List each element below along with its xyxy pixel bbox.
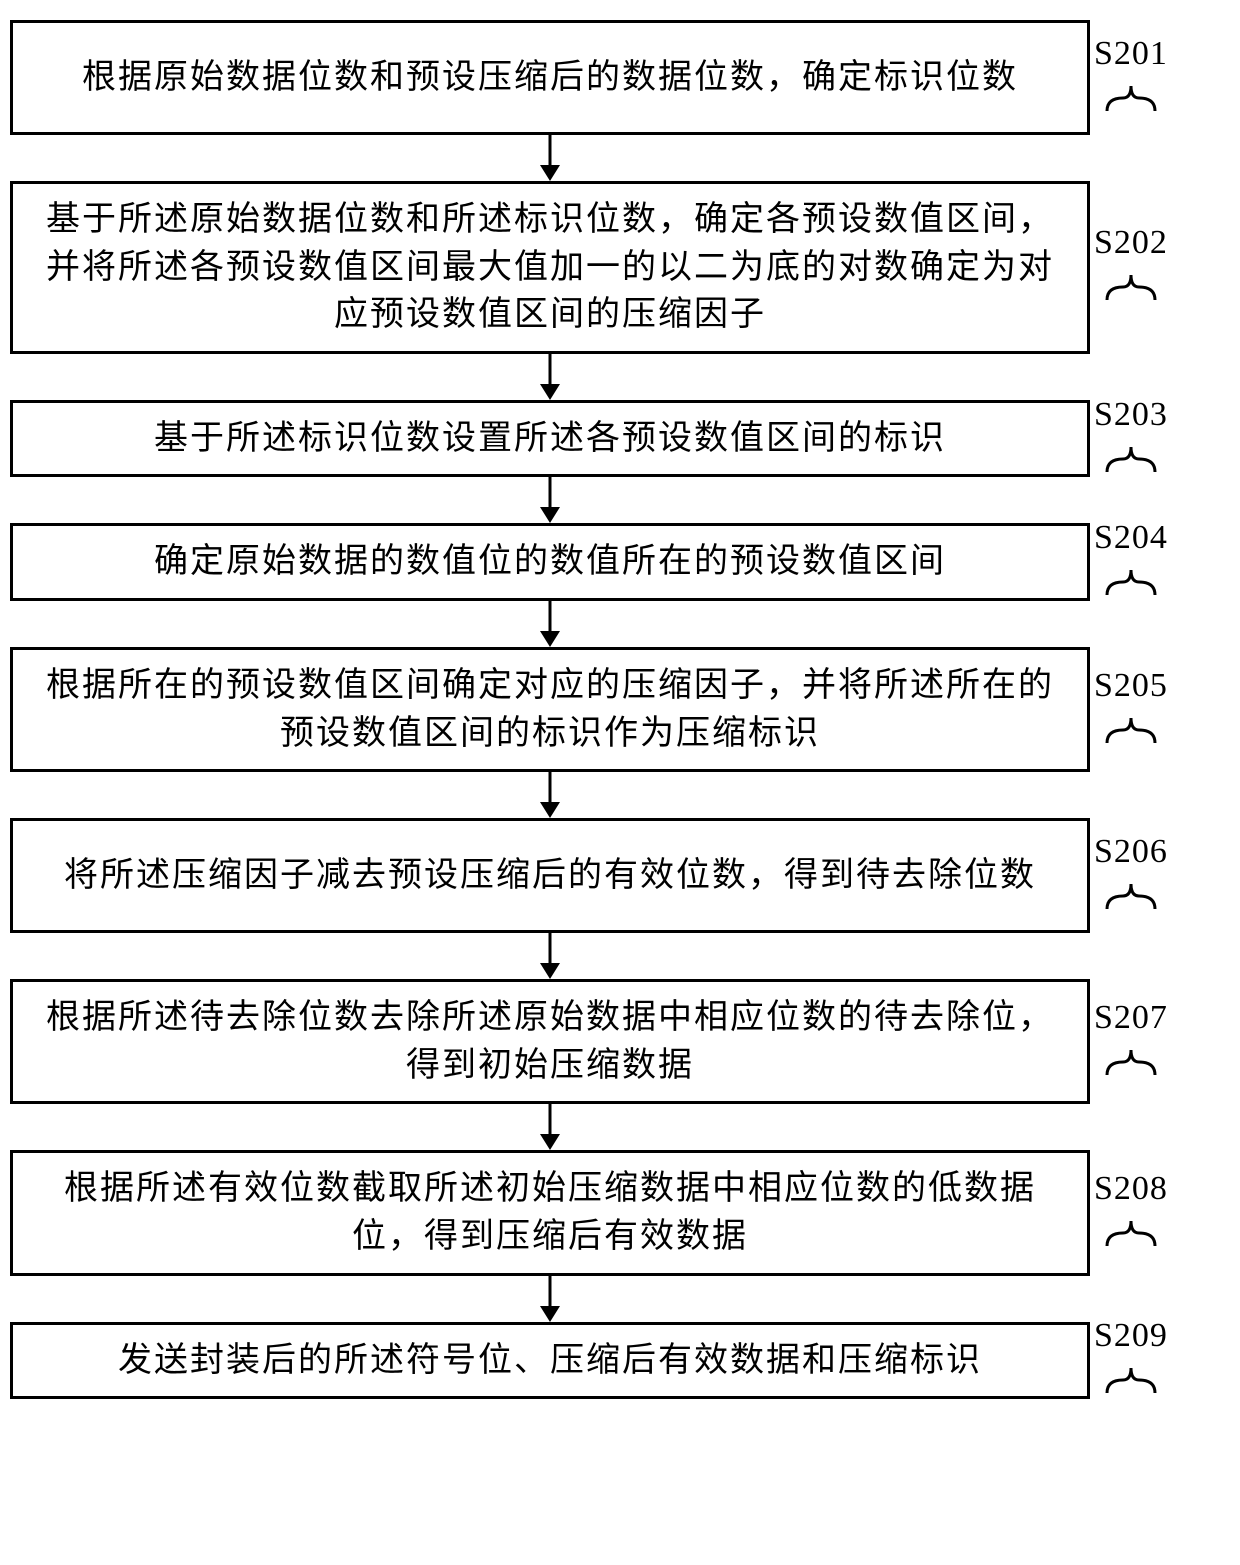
step-label: S209 bbox=[1094, 1317, 1168, 1355]
flow-arrow bbox=[530, 1276, 570, 1322]
flow-arrow bbox=[530, 477, 570, 523]
flow-step-text: 发送封装后的所述符号位、压缩后有效数据和压缩标识 bbox=[118, 1337, 982, 1385]
flow-step-text: 根据所在的预设数值区间确定对应的压缩因子，并将所述所在的预设数值区间的标识作为压… bbox=[33, 662, 1067, 757]
step-label: S208 bbox=[1094, 1170, 1168, 1208]
flow-arrow bbox=[530, 135, 570, 181]
step-label-wrap: S209 bbox=[1094, 1325, 1168, 1395]
flow-step-text: 基于所述原始数据位数和所述标识位数，确定各预设数值区间，并将所述各预设数值区间最… bbox=[33, 196, 1067, 339]
flow-arrow bbox=[530, 601, 570, 647]
flow-step-text: 确定原始数据的数值位的数值所在的预设数值区间 bbox=[154, 538, 946, 586]
flow-step-row: 基于所述原始数据位数和所述标识位数，确定各预设数值区间，并将所述各预设数值区间最… bbox=[10, 181, 1230, 354]
flow-arrow bbox=[530, 933, 570, 979]
step-label-wrap: S201 bbox=[1094, 43, 1168, 113]
flow-arrow bbox=[530, 354, 570, 400]
arrow-wrap bbox=[10, 477, 1090, 523]
step-label-wrap: S208 bbox=[1094, 1178, 1168, 1248]
flow-arrow bbox=[530, 1104, 570, 1150]
flow-step-box: 根据所述有效位数截取所述初始压缩数据中相应位数的低数据位，得到压缩后有效数据 bbox=[10, 1150, 1090, 1275]
step-label-wrap: S206 bbox=[1094, 841, 1168, 911]
flow-step-box: 根据原始数据位数和预设压缩后的数据位数，确定标识位数 bbox=[10, 20, 1090, 135]
step-label-wrap: S202 bbox=[1094, 232, 1168, 302]
step-label: S201 bbox=[1094, 35, 1168, 73]
flow-step-box: 根据所述待去除位数去除所述原始数据中相应位数的待去除位，得到初始压缩数据 bbox=[10, 979, 1090, 1104]
step-label-wrap: S203 bbox=[1094, 404, 1168, 474]
flow-step-row: 确定原始数据的数值位的数值所在的预设数值区间 S204 bbox=[10, 523, 1230, 601]
flow-step-box: 基于所述标识位数设置所述各预设数值区间的标识 bbox=[10, 400, 1090, 478]
step-label-wrap: S205 bbox=[1094, 675, 1168, 745]
step-label: S207 bbox=[1094, 999, 1168, 1037]
flow-step-row: 将所述压缩因子减去预设压缩后的有效位数，得到待去除位数 S206 bbox=[10, 818, 1230, 933]
flow-step-text: 根据原始数据位数和预设压缩后的数据位数，确定标识位数 bbox=[82, 54, 1018, 102]
flow-step-box: 将所述压缩因子减去预设压缩后的有效位数，得到待去除位数 bbox=[10, 818, 1090, 933]
flow-step-text: 基于所述标识位数设置所述各预设数值区间的标识 bbox=[154, 415, 946, 463]
flow-step-row: 根据原始数据位数和预设压缩后的数据位数，确定标识位数 S201 bbox=[10, 20, 1230, 135]
flowchart-container: 根据原始数据位数和预设压缩后的数据位数，确定标识位数 S201 基于所述原始数据位数… bbox=[10, 20, 1230, 1399]
flow-arrow bbox=[530, 772, 570, 818]
flow-step-box: 根据所在的预设数值区间确定对应的压缩因子，并将所述所在的预设数值区间的标识作为压… bbox=[10, 647, 1090, 772]
arrow-wrap bbox=[10, 601, 1090, 647]
step-label: S204 bbox=[1094, 519, 1168, 557]
arrow-wrap bbox=[10, 772, 1090, 818]
flow-step-text: 将所述压缩因子减去预设压缩后的有效位数，得到待去除位数 bbox=[64, 852, 1036, 900]
arrow-wrap bbox=[10, 135, 1090, 181]
step-label: S202 bbox=[1094, 224, 1168, 262]
flow-step-row: 根据所述有效位数截取所述初始压缩数据中相应位数的低数据位，得到压缩后有效数据 S2… bbox=[10, 1150, 1230, 1275]
flow-step-row: 基于所述标识位数设置所述各预设数值区间的标识 S203 bbox=[10, 400, 1230, 478]
flow-step-box: 基于所述原始数据位数和所述标识位数，确定各预设数值区间，并将所述各预设数值区间最… bbox=[10, 181, 1090, 354]
flow-step-box: 确定原始数据的数值位的数值所在的预设数值区间 bbox=[10, 523, 1090, 601]
flow-step-box: 发送封装后的所述符号位、压缩后有效数据和压缩标识 bbox=[10, 1322, 1090, 1400]
flow-step-row: 根据所述待去除位数去除所述原始数据中相应位数的待去除位，得到初始压缩数据 S207 bbox=[10, 979, 1230, 1104]
flow-step-row: 根据所在的预设数值区间确定对应的压缩因子，并将所述所在的预设数值区间的标识作为压… bbox=[10, 647, 1230, 772]
step-label-wrap: S207 bbox=[1094, 1007, 1168, 1077]
step-label: S205 bbox=[1094, 667, 1168, 705]
arrow-wrap bbox=[10, 933, 1090, 979]
arrow-wrap bbox=[10, 1104, 1090, 1150]
arrow-wrap bbox=[10, 354, 1090, 400]
step-label-wrap: S204 bbox=[1094, 527, 1168, 597]
step-label: S203 bbox=[1094, 396, 1168, 434]
flow-step-text: 根据所述有效位数截取所述初始压缩数据中相应位数的低数据位，得到压缩后有效数据 bbox=[33, 1165, 1067, 1260]
step-label: S206 bbox=[1094, 833, 1168, 871]
flow-step-text: 根据所述待去除位数去除所述原始数据中相应位数的待去除位，得到初始压缩数据 bbox=[33, 994, 1067, 1089]
arrow-wrap bbox=[10, 1276, 1090, 1322]
flow-step-row: 发送封装后的所述符号位、压缩后有效数据和压缩标识 S209 bbox=[10, 1322, 1230, 1400]
